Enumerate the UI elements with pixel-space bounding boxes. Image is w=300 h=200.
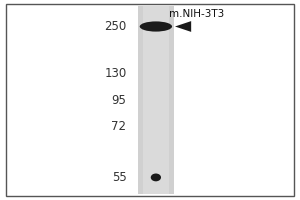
Bar [143, 6, 169, 194]
Text: 95: 95 [112, 94, 127, 107]
Text: 55: 55 [112, 171, 127, 184]
Bar [138, 6, 173, 194]
Text: 130: 130 [104, 67, 127, 80]
Text: 250: 250 [104, 20, 127, 33]
Ellipse shape [151, 173, 161, 181]
Polygon shape [175, 21, 191, 32]
Text: m.NIH-3T3: m.NIH-3T3 [169, 9, 225, 19]
Text: 72: 72 [112, 120, 127, 133]
Ellipse shape [140, 21, 172, 32]
